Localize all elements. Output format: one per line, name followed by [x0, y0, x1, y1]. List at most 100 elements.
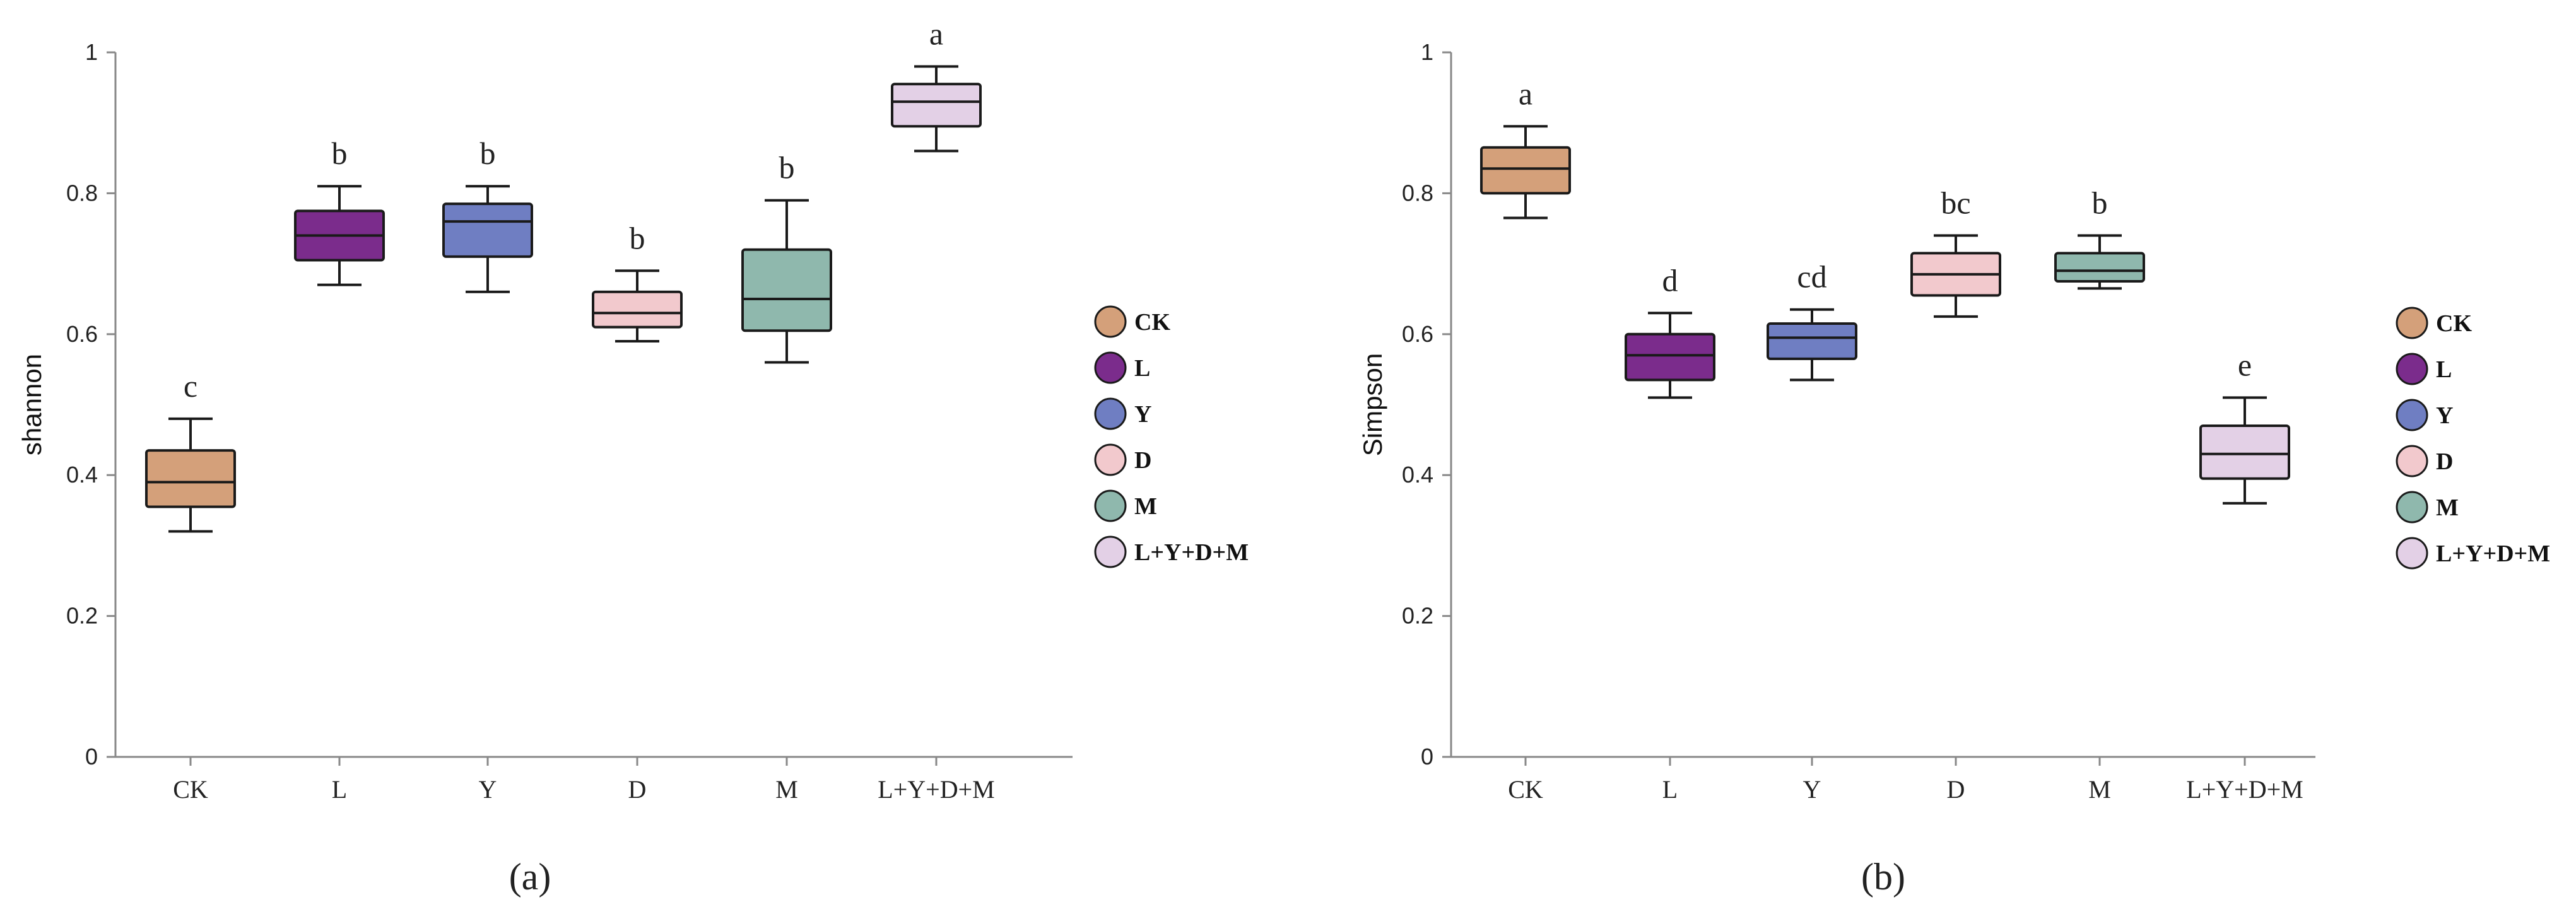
- legend-swatch: [1094, 489, 1127, 522]
- legend-swatch: [2396, 537, 2428, 570]
- legend-label: M: [2436, 495, 2459, 521]
- legend-swatch: [2396, 491, 2428, 524]
- box-ck: c: [145, 368, 236, 533]
- y-tick-label: 0.2: [66, 603, 98, 629]
- legend-label: CK: [2436, 310, 2472, 337]
- legend-swatch: [1094, 305, 1127, 338]
- legend-item-l-y-d-m: L+Y+D+M: [1094, 536, 1249, 568]
- y-tick-label: 1: [1421, 39, 1433, 65]
- panel-caption: (b): [1861, 856, 1905, 898]
- legend-label: L+Y+D+M: [2436, 541, 2550, 567]
- box-iqr: [442, 202, 533, 258]
- y-tick-label: 0.2: [1402, 603, 1433, 629]
- significance-letter: b: [332, 136, 348, 171]
- box-d: bc: [1910, 185, 2001, 318]
- y-tick-label: 0: [85, 744, 98, 770]
- legend-item-l: L: [1094, 351, 1150, 384]
- significance-letter: b: [2092, 185, 2108, 220]
- legend-label: Y: [2436, 402, 2453, 429]
- legend-label: L: [2436, 356, 2452, 383]
- box-iqr: [1625, 332, 1715, 382]
- box-iqr: [1480, 146, 1571, 195]
- x-tick-label-l: L: [1662, 775, 1678, 804]
- x-tick-label-l-y-d-m: L+Y+D+M: [878, 775, 994, 804]
- significance-letter: bc: [1941, 185, 1970, 220]
- box-iqr: [592, 290, 683, 329]
- legend-swatch: [1094, 443, 1127, 476]
- significance-letter: a: [1519, 76, 1532, 111]
- significance-letter: d: [1662, 262, 1678, 298]
- legend-label: D: [2436, 448, 2453, 475]
- legend-swatch: [1094, 536, 1127, 568]
- legend-label: D: [1134, 447, 1151, 474]
- legend-item-y: Y: [1094, 397, 1151, 430]
- legend-swatch: [2396, 353, 2428, 385]
- x-tick-label-y: Y: [1803, 775, 1821, 804]
- significance-letter: b: [480, 136, 496, 171]
- box-l-y-d-m: e: [2199, 347, 2290, 505]
- x-tick-label-ck: CK: [1508, 775, 1543, 804]
- box-d: b: [592, 220, 683, 342]
- significance-letter: b: [779, 150, 795, 185]
- box-y: cd: [1767, 259, 1857, 382]
- y-tick-label: 0.6: [66, 321, 98, 347]
- legend-item-l-y-d-m: L+Y+D+M: [2396, 537, 2550, 570]
- box-m: b: [741, 150, 832, 364]
- box-l-y-d-m: a: [891, 16, 982, 153]
- x-tick-label-l: L: [332, 775, 347, 804]
- y-tick-label: 0.6: [1402, 321, 1433, 347]
- x-tick-label-m: M: [775, 775, 798, 804]
- significance-letter: e: [2238, 347, 2252, 382]
- box-iqr: [741, 248, 832, 332]
- legend-item-ck: CK: [1094, 305, 1170, 338]
- y-tick-label: 0.8: [1402, 180, 1433, 206]
- legend-label: Y: [1134, 401, 1151, 428]
- significance-letter: b: [630, 220, 645, 255]
- y-axis-label: Simpson: [1358, 353, 1387, 456]
- significance-letter: a: [929, 16, 943, 51]
- box-iqr: [2199, 424, 2290, 480]
- box-iqr: [1767, 322, 1857, 360]
- x-tick-label-d: D: [628, 775, 647, 804]
- y-axis-label: shannon: [17, 354, 47, 455]
- box-iqr: [2054, 252, 2145, 283]
- legend-item-ck: CK: [2396, 307, 2472, 339]
- panel-caption: (a): [509, 856, 551, 898]
- legend-swatch: [2396, 445, 2428, 477]
- legend-swatch: [2396, 399, 2428, 431]
- y-tick-label: 1: [85, 39, 98, 65]
- box-iqr: [145, 449, 236, 508]
- legend-label: M: [1134, 493, 1157, 520]
- significance-letter: c: [184, 368, 197, 404]
- legend-item-d: D: [1094, 443, 1151, 476]
- legend-label: L+Y+D+M: [1134, 539, 1249, 566]
- significance-letter: cd: [1797, 259, 1826, 295]
- box-iqr: [891, 83, 982, 128]
- legend-swatch: [2396, 307, 2428, 339]
- y-tick-label: 0.4: [66, 462, 98, 488]
- legend-swatch: [1094, 397, 1127, 430]
- box-l: b: [294, 136, 385, 286]
- legend-item-m: M: [1094, 489, 1157, 522]
- legend-label: CK: [1134, 309, 1170, 336]
- y-tick-label: 0: [1421, 744, 1433, 770]
- x-tick-label-y: Y: [479, 775, 497, 804]
- box-y: b: [442, 136, 533, 293]
- x-tick-label-ck: CK: [173, 775, 208, 804]
- x-tick-label-l-y-d-m: L+Y+D+M: [2186, 775, 2303, 804]
- legend-label: L: [1134, 355, 1150, 382]
- x-tick-label-d: D: [1947, 775, 1965, 804]
- box-ck: a: [1480, 76, 1571, 220]
- y-tick-label: 0.4: [1402, 462, 1433, 488]
- box-m: b: [2054, 185, 2145, 290]
- legend-item-l: L: [2396, 353, 2452, 385]
- x-tick-label-m: M: [2088, 775, 2111, 804]
- box-l: d: [1625, 262, 1715, 399]
- legend-item-d: D: [2396, 445, 2453, 477]
- legend-item-y: Y: [2396, 399, 2453, 431]
